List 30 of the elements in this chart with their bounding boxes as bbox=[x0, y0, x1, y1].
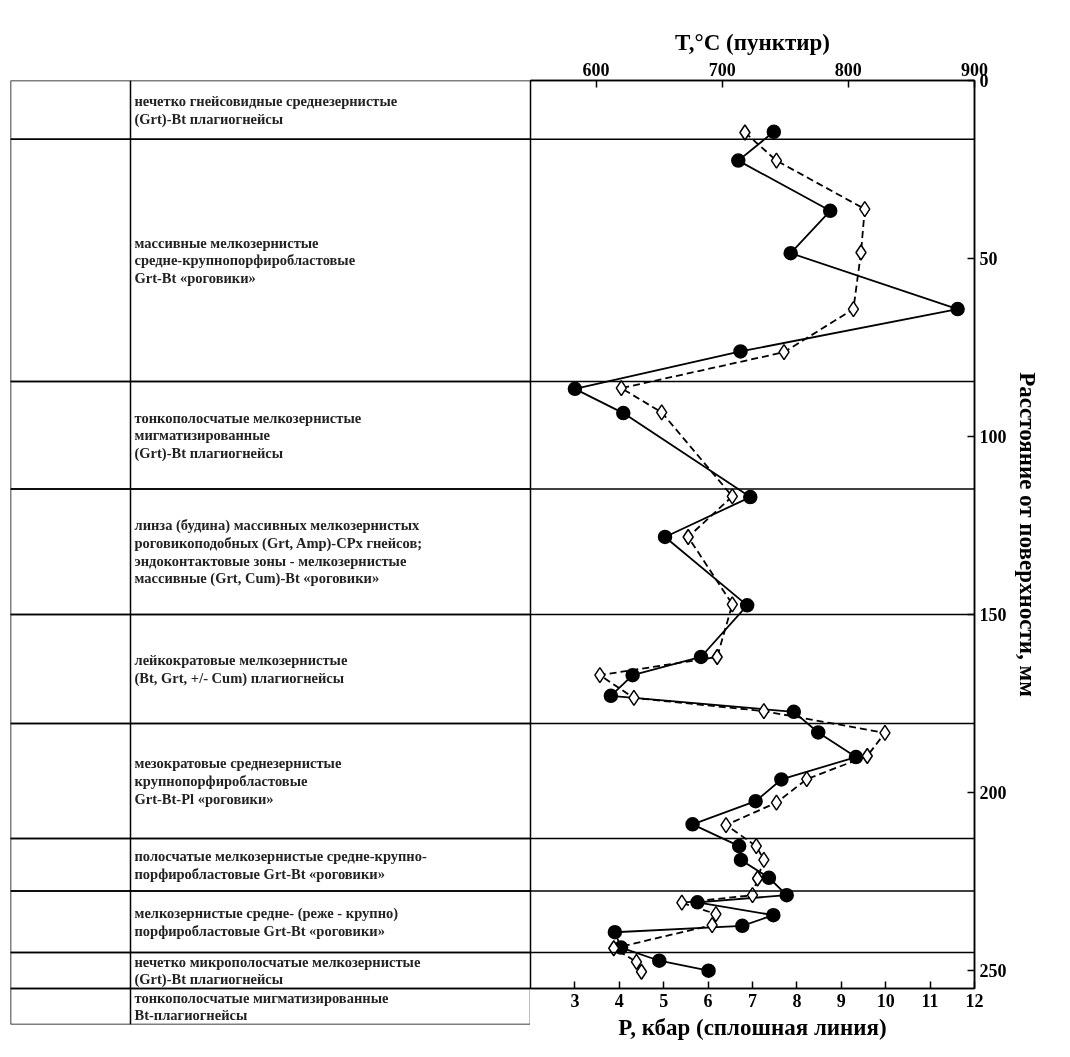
text: мезократовые среднезернистые крупнопорфиробластовые Grt-Bt-Pl «роговики» bbox=[134, 755, 342, 807]
x-tick-label: 5 bbox=[659, 990, 669, 1011]
text: линза (будина) массивных мелкозернистых роговикоподобных (Grt, Amp)-CPx гнейсов; эндоконтактовые зоны - мелкозернистые массивные (Grt, Cum)-Bt «роговики» bbox=[134, 517, 423, 588]
x-tick-label: 7 bbox=[748, 990, 757, 1011]
x-tick-label: 4 bbox=[614, 990, 624, 1011]
text: тонкополосчатые мелкозернистые мигматизированные (Grt)-Bt плагиогнейсы bbox=[134, 409, 362, 462]
text: полосчатые мелкозернистые средне-крупно- порфиробластовые Grt-Bt «роговики» bbox=[134, 847, 427, 882]
x2-tick-label: 700 bbox=[708, 59, 736, 80]
y-tick-label: 250 bbox=[979, 961, 1007, 982]
y-tick-label: 50 bbox=[979, 249, 998, 270]
y-tick-label: 150 bbox=[979, 605, 1007, 626]
text: нечетко гнейсовидные среднезернистые (Grt)-Bt плагиогнейсы bbox=[134, 93, 398, 128]
x2-axis-title: T,°C (пунктир) bbox=[675, 29, 830, 55]
text: лейкократовые мелкозернистые (Bt, Grt, +/- Cum) плагиогнейсы bbox=[134, 652, 348, 687]
x-tick-label: 10 bbox=[876, 990, 895, 1011]
x-tick-label: 3 bbox=[570, 990, 580, 1011]
x2-tick-label: 600 bbox=[582, 59, 610, 80]
y-tick-label: 200 bbox=[979, 783, 1007, 804]
y-tick-label: 100 bbox=[979, 427, 1007, 448]
x-tick-label: 8 bbox=[792, 990, 802, 1011]
x-tick-label: 12 bbox=[965, 990, 984, 1011]
x-axis-title: P, кбар (сплошная линия) bbox=[618, 1014, 887, 1040]
text: массивные мелкозернистые средне-крупнопорфиробластовые Grt-Bt «роговики» bbox=[134, 234, 356, 286]
x-tick-label: 9 bbox=[836, 990, 846, 1011]
x-tick-label: 6 bbox=[703, 990, 713, 1011]
y-axis-title: Расстояние от поверхности, мм bbox=[1014, 372, 1040, 697]
x2-tick-label: 800 bbox=[834, 59, 862, 80]
text: тонкополосчатые мигматизированные Bt-плагиогнейсы bbox=[134, 989, 389, 1024]
x-tick-label: 11 bbox=[921, 990, 939, 1011]
text: мелкозернистые средне- (реже - крупно) порфиробластовые Grt-Bt «роговики» bbox=[134, 904, 399, 939]
